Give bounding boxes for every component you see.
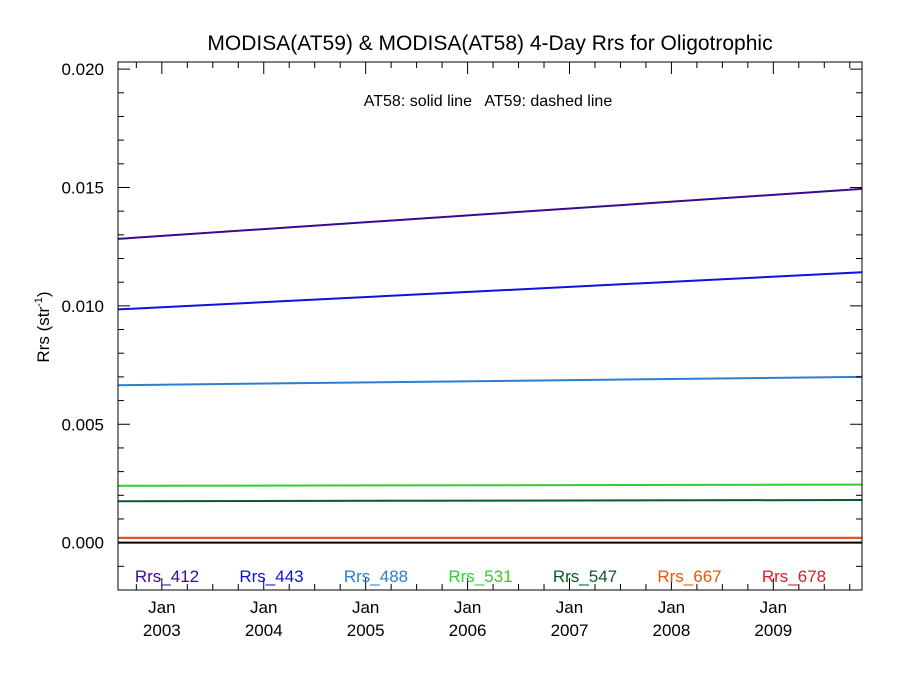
x-tick-label-year: 2005 [347, 621, 385, 640]
x-tick-label-month: Jan [658, 598, 685, 617]
x-tick-label-year: 2009 [754, 621, 792, 640]
legend-entry-rrs-667: Rrs_667 [657, 567, 721, 586]
legend: Rrs_412 Rrs_443 Rrs_488 Rrs_531 Rrs_547 Rrs_6… [135, 567, 826, 586]
x-tick-label-month: Jan [556, 598, 583, 617]
series-line-rrs-412 [117, 187, 863, 240]
x-tick-label-month: Jan [454, 598, 481, 617]
legend-entry-rrs-488: Rrs_488 [344, 567, 408, 586]
x-tick-label-year: 2006 [449, 621, 487, 640]
x-tick-label-year: 2004 [245, 621, 283, 640]
y-tick-label: 0.015 [61, 178, 104, 197]
x-tick-label-year: 2007 [551, 621, 589, 640]
y-tick-label: 0.000 [61, 534, 104, 553]
legend-entry-rrs-678: Rrs_678 [762, 567, 826, 586]
plot-area [117, 187, 863, 544]
x-tick-label-year: 2008 [652, 621, 690, 640]
x-tick-label-month: Jan [148, 598, 175, 617]
y-axis-label-sup: -1 [33, 297, 45, 307]
legend-entry-rrs-412: Rrs_412 [135, 567, 199, 586]
svg-text:Rrs (str-1): Rrs (str-1) [33, 291, 53, 362]
legend-entry-rrs-531: Rrs_531 [448, 567, 512, 586]
plot-frame [117, 61, 863, 591]
legend-entry-rrs-443: Rrs_443 [239, 567, 303, 586]
legend-entry-rrs-547: Rrs_547 [553, 567, 617, 586]
x-tick-label-month: Jan [250, 598, 277, 617]
y-axis-label: Rrs (str-1) [33, 291, 53, 362]
axes: 0.000 0.005 0.010 0.015 0.020 Jan 2003 Jan 2004 J… [61, 60, 863, 640]
chart-annotation: AT58: solid line AT59: dashed line [364, 93, 613, 110]
y-axis-label-tail: ) [34, 291, 53, 297]
series-line-rrs-531 [117, 483, 863, 487]
x-tick-label-month: Jan [760, 598, 787, 617]
y-tick-label: 0.020 [61, 60, 104, 79]
x-tick-label-month: Jan [352, 598, 379, 617]
series-line-rrs-443 [117, 271, 863, 311]
y-tick-label: 0.005 [61, 415, 104, 434]
series-line-rrs-547 [117, 499, 863, 503]
y-tick-label: 0.010 [61, 297, 104, 316]
chart-title: MODISA(AT59) & MODISA(AT58) 4-Day Rrs fo… [207, 32, 772, 55]
x-tick-label-year: 2003 [143, 621, 181, 640]
series-line-rrs-488 [117, 375, 863, 387]
y-axis-label-main: Rrs (str [34, 307, 53, 363]
